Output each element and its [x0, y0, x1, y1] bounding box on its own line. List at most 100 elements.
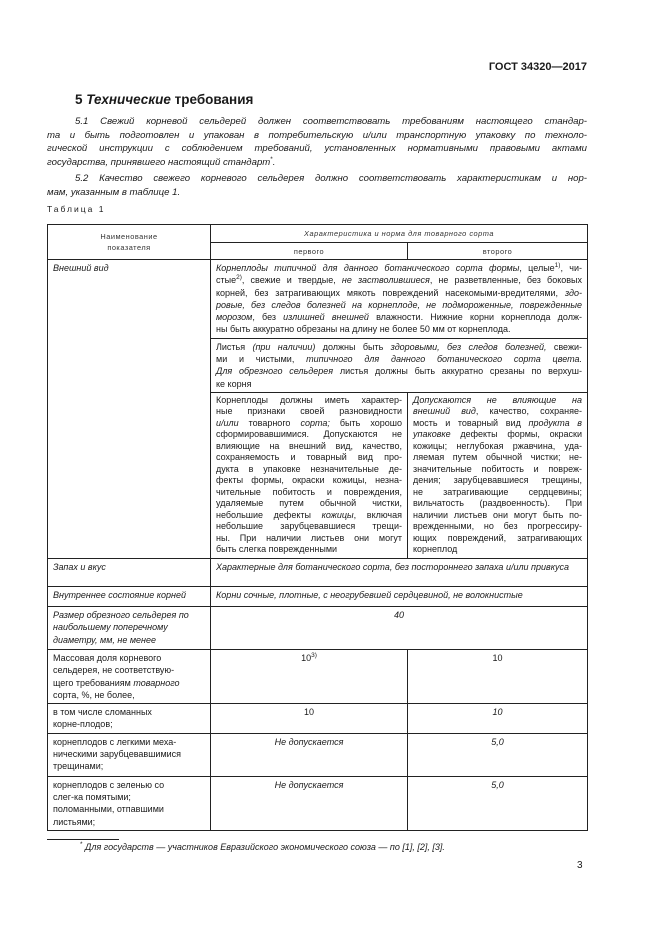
text-segment: , не разветвленные, без боковых	[429, 275, 582, 286]
text-line: фекты формы, окраски кожицы, незна-	[216, 475, 402, 487]
text-line: чительные побитость и повреждения,	[216, 487, 402, 499]
text-line: 5.2 Качество свежего корневого сельдерея…	[47, 172, 587, 186]
table-row: корнеплодов с легкими меха-ническими зар…	[47, 732, 588, 777]
text-line: не затрагивающие сердцевины;	[413, 487, 582, 499]
text-segment: не застволившиеся	[341, 275, 430, 286]
text-segment: дения; зарубцевавшиеся трещины,	[413, 475, 582, 486]
appearance-leaves: Листья (при наличии) должны быть здоровы…	[210, 337, 588, 393]
table-row: Внешний вид Корнеплоды типичной для данн…	[47, 259, 588, 559]
text-segment: свежи-	[546, 341, 582, 352]
text-line: удаляемые путем обычной чистки,	[216, 498, 402, 510]
text-segment: ляемая путем обычной чистки; не-	[413, 452, 582, 463]
table-subheader-row: первого второго	[48, 242, 588, 260]
text-segment: здо-	[564, 287, 582, 298]
text-segment: чительные побитость и повреждения,	[216, 486, 402, 497]
text-segment: кожицы	[321, 509, 354, 520]
footnote-divider	[47, 839, 119, 840]
text-line: влияющие на внешний вид, качество,	[216, 441, 402, 453]
text-segment: влажности. Нижние корни корнеплода долж-	[368, 312, 582, 323]
text-segment: ке корня	[216, 378, 252, 389]
text-segment: врежденными, но без прогрессиру-	[413, 521, 582, 532]
text-line: Корнеплоды должны иметь характер-	[216, 395, 402, 407]
text-line: небольшие зарубцевавшиеся трещи-	[216, 521, 402, 533]
text-segment: небольшие дефекты	[216, 509, 322, 520]
text-line: корней, без затрагивающих мякоть поврежд…	[216, 287, 582, 299]
text-segment: , без	[252, 312, 284, 323]
text-segment: мам, указанным в таблице 1.	[47, 186, 181, 198]
section-heading: 5 Технические требования	[75, 92, 253, 108]
label-cracks: корнеплодов с легкими меха-ническими зар…	[47, 732, 211, 777]
text-segment: листья должны быть аккуратно срезаны по …	[333, 366, 582, 377]
section-title-italic: Технические	[86, 92, 171, 107]
text-line: ке корня	[216, 378, 582, 390]
text-segment: продукта в	[528, 417, 582, 428]
text-line: сохраняемость и товарный вид про-	[216, 452, 402, 464]
text-line: корнеплод	[413, 544, 582, 556]
text-line: морозом, без излишней внешней влажности.…	[216, 311, 582, 323]
text-segment: , качество, сохраняе-	[475, 406, 582, 417]
label-green: корнеплодов с зеленью со слег-ка помятым…	[47, 775, 211, 831]
text-segment: быть слегка поврежденными	[216, 544, 338, 555]
header-first-grade: первого	[210, 242, 408, 260]
mass-label-b: товарного	[133, 677, 180, 688]
text-line: мость и товарный вид продукта в	[413, 418, 582, 430]
text-segment: здоровыми, без следов болезней,	[390, 341, 547, 352]
footnote: * Для государств — участников Евразийско…	[80, 841, 445, 853]
text-line: стые2), свежие и твердые, не застволивши…	[216, 274, 582, 286]
text-line: ны быть аккуратно обрезаны на длину не б…	[216, 323, 582, 335]
header-indicator: Наименование показателя	[47, 224, 211, 260]
cracks-second: 5,0	[407, 732, 588, 777]
text-line: ми и чистыми, типичного для данного бота…	[216, 353, 582, 365]
text-line: ляемая путем обычной чистки; не-	[413, 452, 582, 464]
requirements-table: Наименование показателя Характеристика и…	[47, 224, 588, 831]
text-line: Допускаются не влияющие на	[413, 395, 582, 407]
text-line: быть слегка поврежденными	[216, 544, 402, 556]
text-segment: (при наличии)	[252, 341, 316, 352]
header-norm: Характеристика и норма для товарного сор…	[210, 224, 588, 243]
text-segment: не затрагивающие сердцевины;	[413, 486, 582, 497]
label-smell: Запах и вкус	[47, 557, 211, 587]
text-segment: внешний вид	[413, 406, 476, 417]
text-segment: значительные побитость и повреж-	[413, 463, 582, 474]
text-segment: стые	[216, 275, 237, 286]
text-segment: 1)	[554, 262, 561, 269]
section-title-rest: требования	[170, 92, 254, 107]
page-number: 3	[577, 860, 583, 871]
text-line: врежденными, но без прогрессиру-	[413, 521, 582, 533]
text-line: ющих повреждений, затрагивающих	[413, 533, 582, 545]
text-line: значительные побитость и повреж-	[413, 464, 582, 476]
text-segment: наличии листьев они могут быть по-	[413, 509, 582, 520]
inner-value: Корни сочные, плотные, с неогрубевшей се…	[210, 585, 588, 607]
text-segment: дукта в упаковке незначительные де-	[216, 463, 402, 474]
text-line: ровые, без следов болезней на корнеплоде…	[216, 299, 582, 311]
text-segment: вильчатость (раздвоенность). При	[413, 498, 582, 509]
table-row: Массовая доля корневого сельдерея, не со…	[47, 648, 588, 705]
text-segment: Допускаются не влияющие на	[413, 394, 582, 405]
table-row: корнеплодов с зеленью со слег-ка помятым…	[47, 775, 588, 831]
table-caption: Таблица 1	[47, 204, 106, 214]
text-segment: корнеплод	[413, 544, 458, 555]
table-header-row: Наименование показателя Характеристика и…	[47, 224, 588, 260]
text-segment: та и быть подготовлен и упакован в потре…	[47, 129, 587, 141]
mass-label-c: сорта, %, не более,	[53, 689, 135, 700]
paragraph-5-2: 5.2 Качество свежего корневого сельдерея…	[47, 172, 587, 199]
appearance-common: Корнеплоды типичной для данного ботаниче…	[210, 259, 588, 339]
text-segment: удаляемые путем обычной чистки,	[216, 498, 402, 509]
text-segment: мость и товарный вид	[413, 417, 529, 428]
smell-value: Характерные для ботанического сорта, без…	[210, 557, 588, 587]
table-row: Корнеплоды должны иметь характер-ные при…	[48, 391, 588, 559]
text-segment: и/или	[216, 417, 239, 428]
green-second: 5,0	[407, 775, 588, 831]
table-row: Запах и вкус Характерные для ботаническо…	[47, 557, 588, 587]
table-row: Внутреннее состояние корней Корни сочные…	[47, 585, 588, 607]
header-second-grade: второго	[407, 242, 588, 260]
text-line: дения; зарубцевавшиеся трещины,	[413, 475, 582, 487]
text-segment: морозом	[216, 312, 253, 323]
paragraph-5-1: 5.1 Свежий корневой сельдерей должен соо…	[47, 115, 587, 169]
broken-first: 10	[210, 703, 408, 734]
text-segment: ны. При наличии листьев они могут	[216, 532, 402, 543]
text-segment: фекты формы, окраски кожицы, незна-	[216, 475, 402, 486]
text-segment: *	[270, 155, 273, 163]
text-segment: Корнеплоды должны иметь характер-	[216, 394, 402, 405]
text-segment: небольшие зарубцевавшиеся трещи-	[216, 521, 402, 532]
